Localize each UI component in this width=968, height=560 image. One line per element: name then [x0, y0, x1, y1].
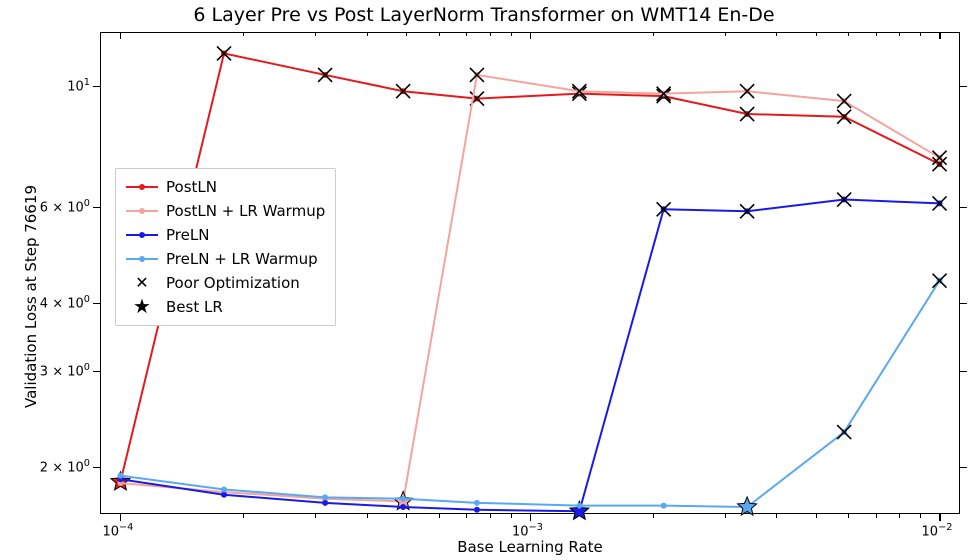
y-tick-label: 2 × 100	[40, 458, 90, 475]
y-tick-label: 4 × 100	[40, 294, 90, 311]
x-tick-minor	[406, 514, 407, 518]
x-tick-minor	[466, 514, 467, 518]
legend-swatch	[126, 202, 158, 220]
legend-item: PostLN	[126, 175, 325, 199]
y-tick	[960, 371, 967, 373]
legend-swatch	[126, 250, 158, 268]
x-tick-minor	[367, 32, 368, 36]
x-tick-minor	[725, 514, 726, 518]
x-tick-label: 10−3	[512, 522, 543, 539]
y-tick	[960, 303, 967, 305]
series-dot	[661, 503, 667, 509]
legend-swatch	[126, 178, 158, 196]
series-dot	[474, 507, 480, 513]
series-dot	[400, 496, 406, 502]
legend-label: PostLN	[166, 178, 217, 196]
legend-item: ✕ Poor Optimization	[126, 271, 325, 295]
x-tick-minor	[243, 514, 244, 518]
x-axis-label: Base Learning Rate	[100, 538, 960, 556]
x-tick-major	[530, 514, 532, 521]
legend-label: Poor Optimization	[166, 274, 300, 292]
y-axis-label: Validation Loss at Step 76619	[22, 185, 40, 408]
series-dot	[221, 486, 227, 492]
y-tick	[93, 86, 100, 88]
y-tick	[960, 86, 967, 88]
y-tick	[93, 371, 100, 373]
x-tick-minor	[899, 32, 900, 36]
x-tick-minor	[511, 514, 512, 518]
legend-label: Best LR	[166, 298, 223, 316]
x-tick-minor	[920, 514, 921, 518]
x-tick-minor	[816, 32, 817, 36]
x-tick-minor	[466, 32, 467, 36]
x-tick-minor	[653, 32, 654, 36]
legend-swatch	[126, 226, 158, 244]
legend-label: PreLN	[166, 226, 209, 244]
x-tick-minor	[367, 514, 368, 518]
x-tick-minor	[920, 32, 921, 36]
x-tick-minor	[406, 32, 407, 36]
x-tick-minor	[725, 32, 726, 36]
x-tick-minor	[899, 514, 900, 518]
series-dot	[474, 500, 480, 506]
y-tick-label: 101	[67, 77, 90, 94]
legend: PostLN PostLN + LR Warmup PreLN PreLN + LR …	[115, 168, 336, 326]
star-marker	[738, 497, 757, 515]
x-tick-minor	[511, 32, 512, 36]
x-tick-label: 10−4	[102, 522, 133, 539]
x-tick-minor	[653, 514, 654, 518]
y-tick	[960, 207, 967, 209]
x-tick-minor	[848, 32, 849, 36]
x-tick-minor	[315, 32, 316, 36]
x-tick-minor	[490, 32, 491, 36]
series-dot	[576, 503, 582, 509]
series-dot	[322, 494, 328, 500]
x-tick-minor	[876, 514, 877, 518]
chart-container: 6 Layer Pre vs Post LayerNorm Transforme…	[0, 0, 968, 560]
x-tick-minor	[816, 514, 817, 518]
y-tick	[93, 467, 100, 469]
x-tick-label: 10−2	[922, 522, 953, 539]
x-tick-minor	[315, 514, 316, 518]
x-tick-minor	[439, 514, 440, 518]
x-tick-minor	[776, 514, 777, 518]
x-tick-minor	[439, 32, 440, 36]
x-tick-major	[120, 514, 122, 521]
series-dot	[400, 504, 406, 510]
legend-label: PostLN + LR Warmup	[166, 202, 325, 220]
series-dot	[117, 473, 123, 479]
x-tick-minor	[490, 514, 491, 518]
x-tick-minor	[848, 514, 849, 518]
x-tick-minor	[243, 32, 244, 36]
y-tick-label: 3 × 100	[40, 362, 90, 379]
legend-item: ★ Best LR	[126, 295, 325, 319]
legend-item: PreLN + LR Warmup	[126, 247, 325, 271]
legend-swatch: ★	[126, 298, 158, 316]
legend-item: PostLN + LR Warmup	[126, 199, 325, 223]
legend-swatch: ✕	[126, 274, 158, 292]
x-tick-major	[530, 32, 532, 39]
series-dot	[322, 500, 328, 506]
y-tick	[93, 207, 100, 209]
x-tick-minor	[876, 32, 877, 36]
y-tick	[93, 303, 100, 305]
x-tick-major	[120, 32, 122, 39]
x-tick-major	[939, 514, 941, 521]
x-tick-minor	[776, 32, 777, 36]
x-tick-major	[939, 32, 941, 39]
y-tick-label: 6 × 100	[40, 198, 90, 215]
legend-item: PreLN	[126, 223, 325, 247]
series-dot	[221, 492, 227, 498]
y-tick	[960, 467, 967, 469]
legend-label: PreLN + LR Warmup	[166, 250, 318, 268]
